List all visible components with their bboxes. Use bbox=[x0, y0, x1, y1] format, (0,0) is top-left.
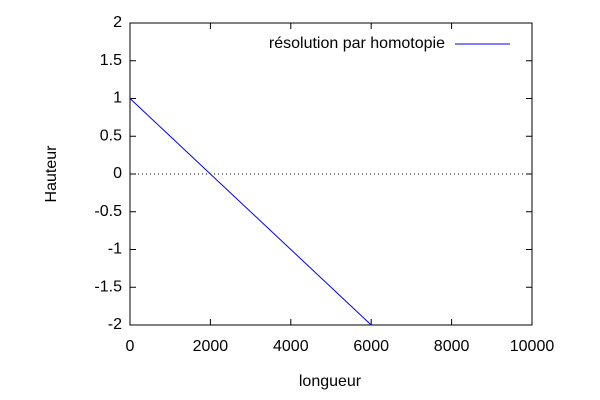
legend-label: résolution par homotopie bbox=[269, 35, 445, 52]
x-tick-label: 8000 bbox=[434, 338, 470, 355]
x-axis-label: longueur bbox=[299, 373, 362, 390]
y-tick-label: -1 bbox=[108, 241, 122, 258]
y-tick-label: -0.5 bbox=[94, 203, 122, 220]
y-tick-label: 0.5 bbox=[100, 127, 122, 144]
x-tick-label: 0 bbox=[126, 338, 135, 355]
x-tick-label: 10000 bbox=[510, 338, 555, 355]
y-tick-label: 1.5 bbox=[100, 52, 122, 69]
y-axis-label: Hauteur bbox=[43, 145, 60, 203]
y-tick-label: -2 bbox=[108, 316, 122, 333]
x-tick-label: 6000 bbox=[353, 338, 389, 355]
data-line bbox=[129, 98, 372, 326]
y-tick-label: 2 bbox=[113, 14, 122, 31]
y-tick-label: -1.5 bbox=[94, 278, 122, 295]
y-tick-label: 1 bbox=[113, 90, 122, 107]
x-tick-label: 4000 bbox=[273, 338, 309, 355]
y-tick-label: 0 bbox=[113, 165, 122, 182]
x-tick-label: 2000 bbox=[193, 338, 229, 355]
